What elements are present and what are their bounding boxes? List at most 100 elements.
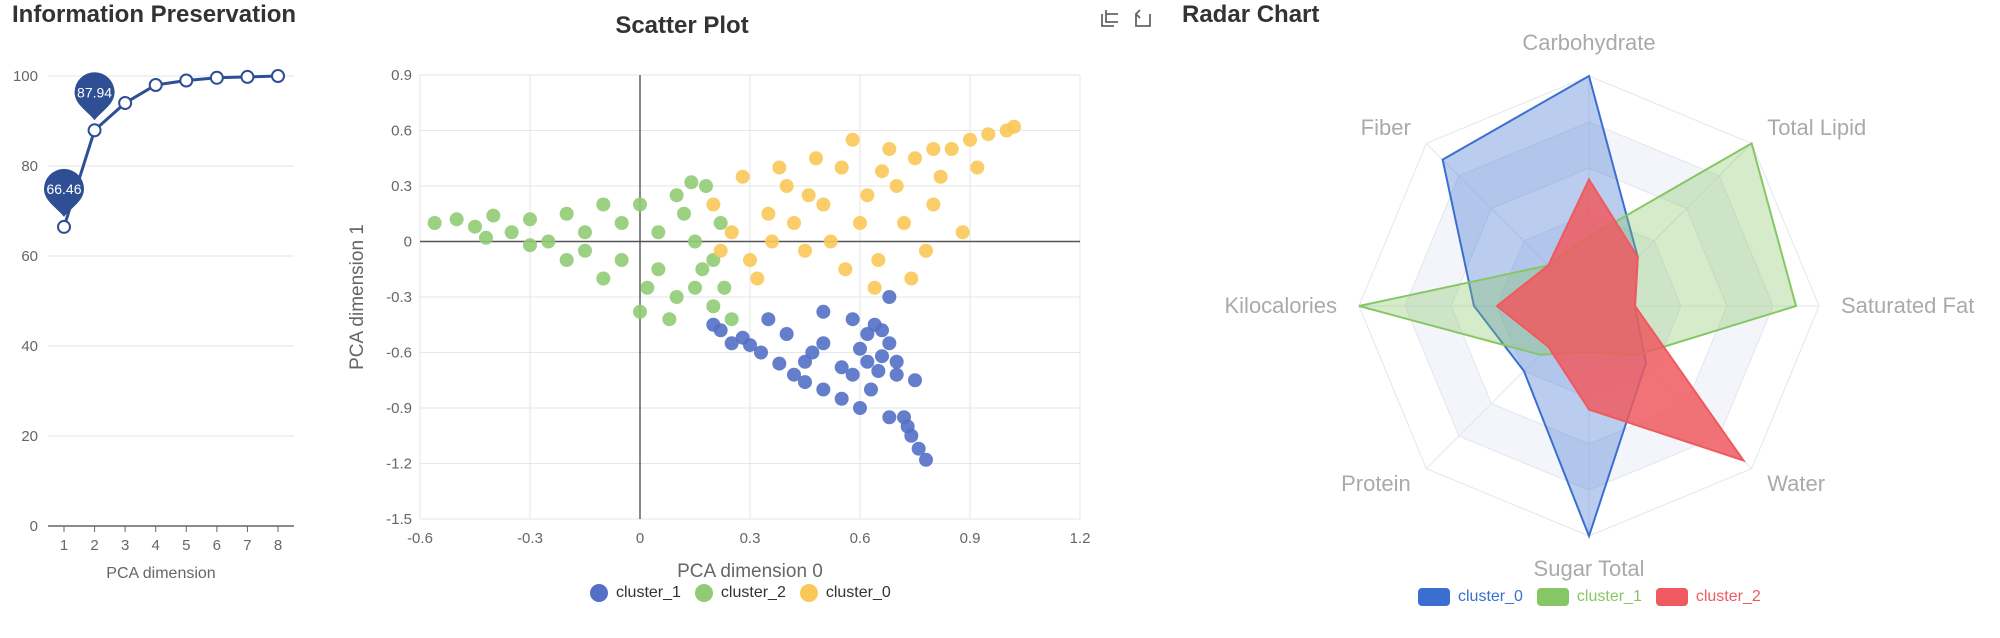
scatter-point-cluster-0 [955, 225, 970, 240]
scatter-point-cluster-0 [713, 243, 728, 258]
data-point [118, 96, 133, 110]
scatter-point-cluster-0 [882, 142, 897, 156]
scatter-point-cluster-0 [933, 169, 948, 184]
scatter-point-cluster-1 [845, 312, 860, 327]
x-tick-label: 1.2 [1070, 530, 1091, 547]
radar-title: Radar Chart [1182, 1, 1320, 28]
zoom-icon[interactable] [1098, 6, 1122, 30]
scatter-point-cluster-0 [853, 216, 867, 230]
scatter-point-cluster-0 [765, 234, 779, 249]
scatter-point-cluster-2 [706, 299, 721, 314]
scatter-point-cluster-0 [926, 142, 941, 156]
scatter-point-cluster-1 [875, 349, 889, 364]
scatter-point-cluster-2 [468, 219, 482, 234]
scatter-point-cluster-2 [523, 238, 537, 253]
y-tick-label: 0 [30, 518, 38, 535]
chart-toolbox [1098, 6, 1156, 30]
radar-axis-label: Kilocalories [1225, 293, 1338, 318]
y-tick-label: 20 [21, 428, 38, 445]
scatter-point-cluster-2 [559, 253, 574, 267]
legend-cluster-1[interactable]: cluster_1 [590, 584, 681, 602]
scatter-point-cluster-1 [882, 336, 897, 351]
y-tick-label: -0.9 [386, 400, 412, 417]
scatter-point-cluster-1 [853, 341, 867, 356]
legend-label-cluster-1: cluster_1 [616, 584, 681, 601]
scatter-point-cluster-0 [867, 280, 882, 295]
scatter-point-cluster-0 [981, 127, 996, 142]
scatter-point-cluster-2 [724, 312, 739, 327]
scatter-point-cluster-0 [823, 234, 838, 249]
marker-pin [44, 168, 84, 217]
x-tick-label: 7 [243, 537, 251, 554]
scatter-point-cluster-2 [662, 312, 677, 327]
info-preservation-panel: Information Preservation 0 20 40 60 80 100 1 2 3… [0, 0, 310, 633]
x-tick-label: -0.6 [407, 530, 433, 547]
legend-radar-cluster-2[interactable]: cluster_2 [1655, 588, 1761, 606]
x-tick-label: 2 [90, 537, 98, 554]
scatter-point-cluster-2 [669, 290, 684, 304]
data-point [179, 73, 194, 88]
y-tick-label: 0.9 [391, 67, 412, 84]
scatter-point-cluster-2 [633, 304, 647, 319]
y-axis-label: PCA dimension 1 [347, 224, 368, 370]
y-tick-label: -1.5 [386, 511, 412, 528]
scatter-point-cluster-0 [904, 271, 919, 286]
scatter-point-cluster-1 [860, 354, 875, 369]
radar-panel: Radar Chart Carbohydrate Total Lipid Satur… [1095, 0, 2000, 633]
legend-dot-cluster-2 [694, 584, 713, 602]
scatter-point-cluster-0 [706, 197, 721, 212]
data-point [87, 123, 102, 138]
radar-chart: Carbohydrate Total Lipid Saturated Fat Wate… [1225, 30, 1975, 581]
scatter-point-cluster-1 [816, 382, 831, 397]
data-point [209, 70, 224, 85]
radar-axis-label: Water [1767, 471, 1825, 496]
y-tick-label: 40 [21, 338, 38, 355]
scatter-point-cluster-0 [750, 271, 765, 286]
scatter-point-cluster-1 [706, 317, 721, 332]
scatter-point-cluster-2 [504, 225, 519, 240]
x-tick-label: 0 [636, 530, 644, 547]
scatter-point-cluster-2 [677, 206, 691, 221]
x-tick-label: 1 [60, 537, 68, 554]
scatter-point-cluster-1 [779, 327, 794, 341]
scatter-point-cluster-0 [944, 142, 959, 156]
legend-label-cluster-2: cluster_2 [720, 584, 786, 601]
scatter-point-cluster-2 [559, 206, 574, 221]
scatter-point-cluster-1 [853, 401, 867, 415]
legend-cluster-2[interactable]: cluster_2 [694, 584, 786, 602]
scatter-point-cluster-1 [889, 354, 904, 369]
data-point [240, 69, 255, 84]
scatter-point-cluster-0 [761, 206, 776, 221]
scatter-point-cluster-1 [919, 452, 933, 467]
scatter-point-cluster-0 [908, 151, 922, 166]
legend-radar-cluster-1[interactable]: cluster_1 [1536, 588, 1642, 606]
scatter-point-cluster-1 [900, 419, 915, 434]
scatter-point-cluster-1 [761, 312, 776, 327]
legend-label-radar-cluster-2: cluster_2 [1695, 588, 1761, 605]
scatter-point-cluster-1 [889, 367, 904, 382]
scatter-point-cluster-0 [860, 188, 875, 203]
scatter-point-cluster-1 [882, 410, 897, 425]
marker-pin [74, 72, 115, 121]
scatter-point-cluster-1 [805, 345, 820, 360]
x-tick-label: 5 [182, 537, 190, 554]
radar-axis-label: Total Lipid [1767, 115, 1866, 140]
scatter-point-cluster-1 [864, 382, 878, 397]
zoom-reset-icon[interactable] [1132, 6, 1156, 30]
legend-cluster-0[interactable]: cluster_0 [799, 584, 891, 602]
scatter-point-cluster-2 [684, 175, 699, 190]
scatter-point-cluster-0 [875, 164, 889, 179]
legend-radar-cluster-0[interactable]: cluster_0 [1418, 588, 1523, 606]
scatter-point-cluster-2 [523, 212, 537, 227]
x-axis-label: PCA dimension 0 [677, 561, 823, 582]
scatter-point-cluster-1 [772, 356, 787, 371]
scatter-point-cluster-2 [596, 197, 611, 212]
scatter-point-cluster-1 [871, 364, 886, 378]
x-tick-label: 8 [274, 537, 282, 554]
scatter-point-cluster-2 [427, 216, 442, 230]
scatter-point-cluster-1 [816, 336, 831, 351]
data-point [271, 69, 285, 83]
info-preservation-chart: 0 20 40 60 80 100 1 2 3 4 5 6 7 8 PCA dimension 66.46 87… [13, 68, 294, 582]
y-tick-label: 0.3 [391, 178, 412, 195]
scatter-point-cluster-2 [717, 280, 732, 295]
